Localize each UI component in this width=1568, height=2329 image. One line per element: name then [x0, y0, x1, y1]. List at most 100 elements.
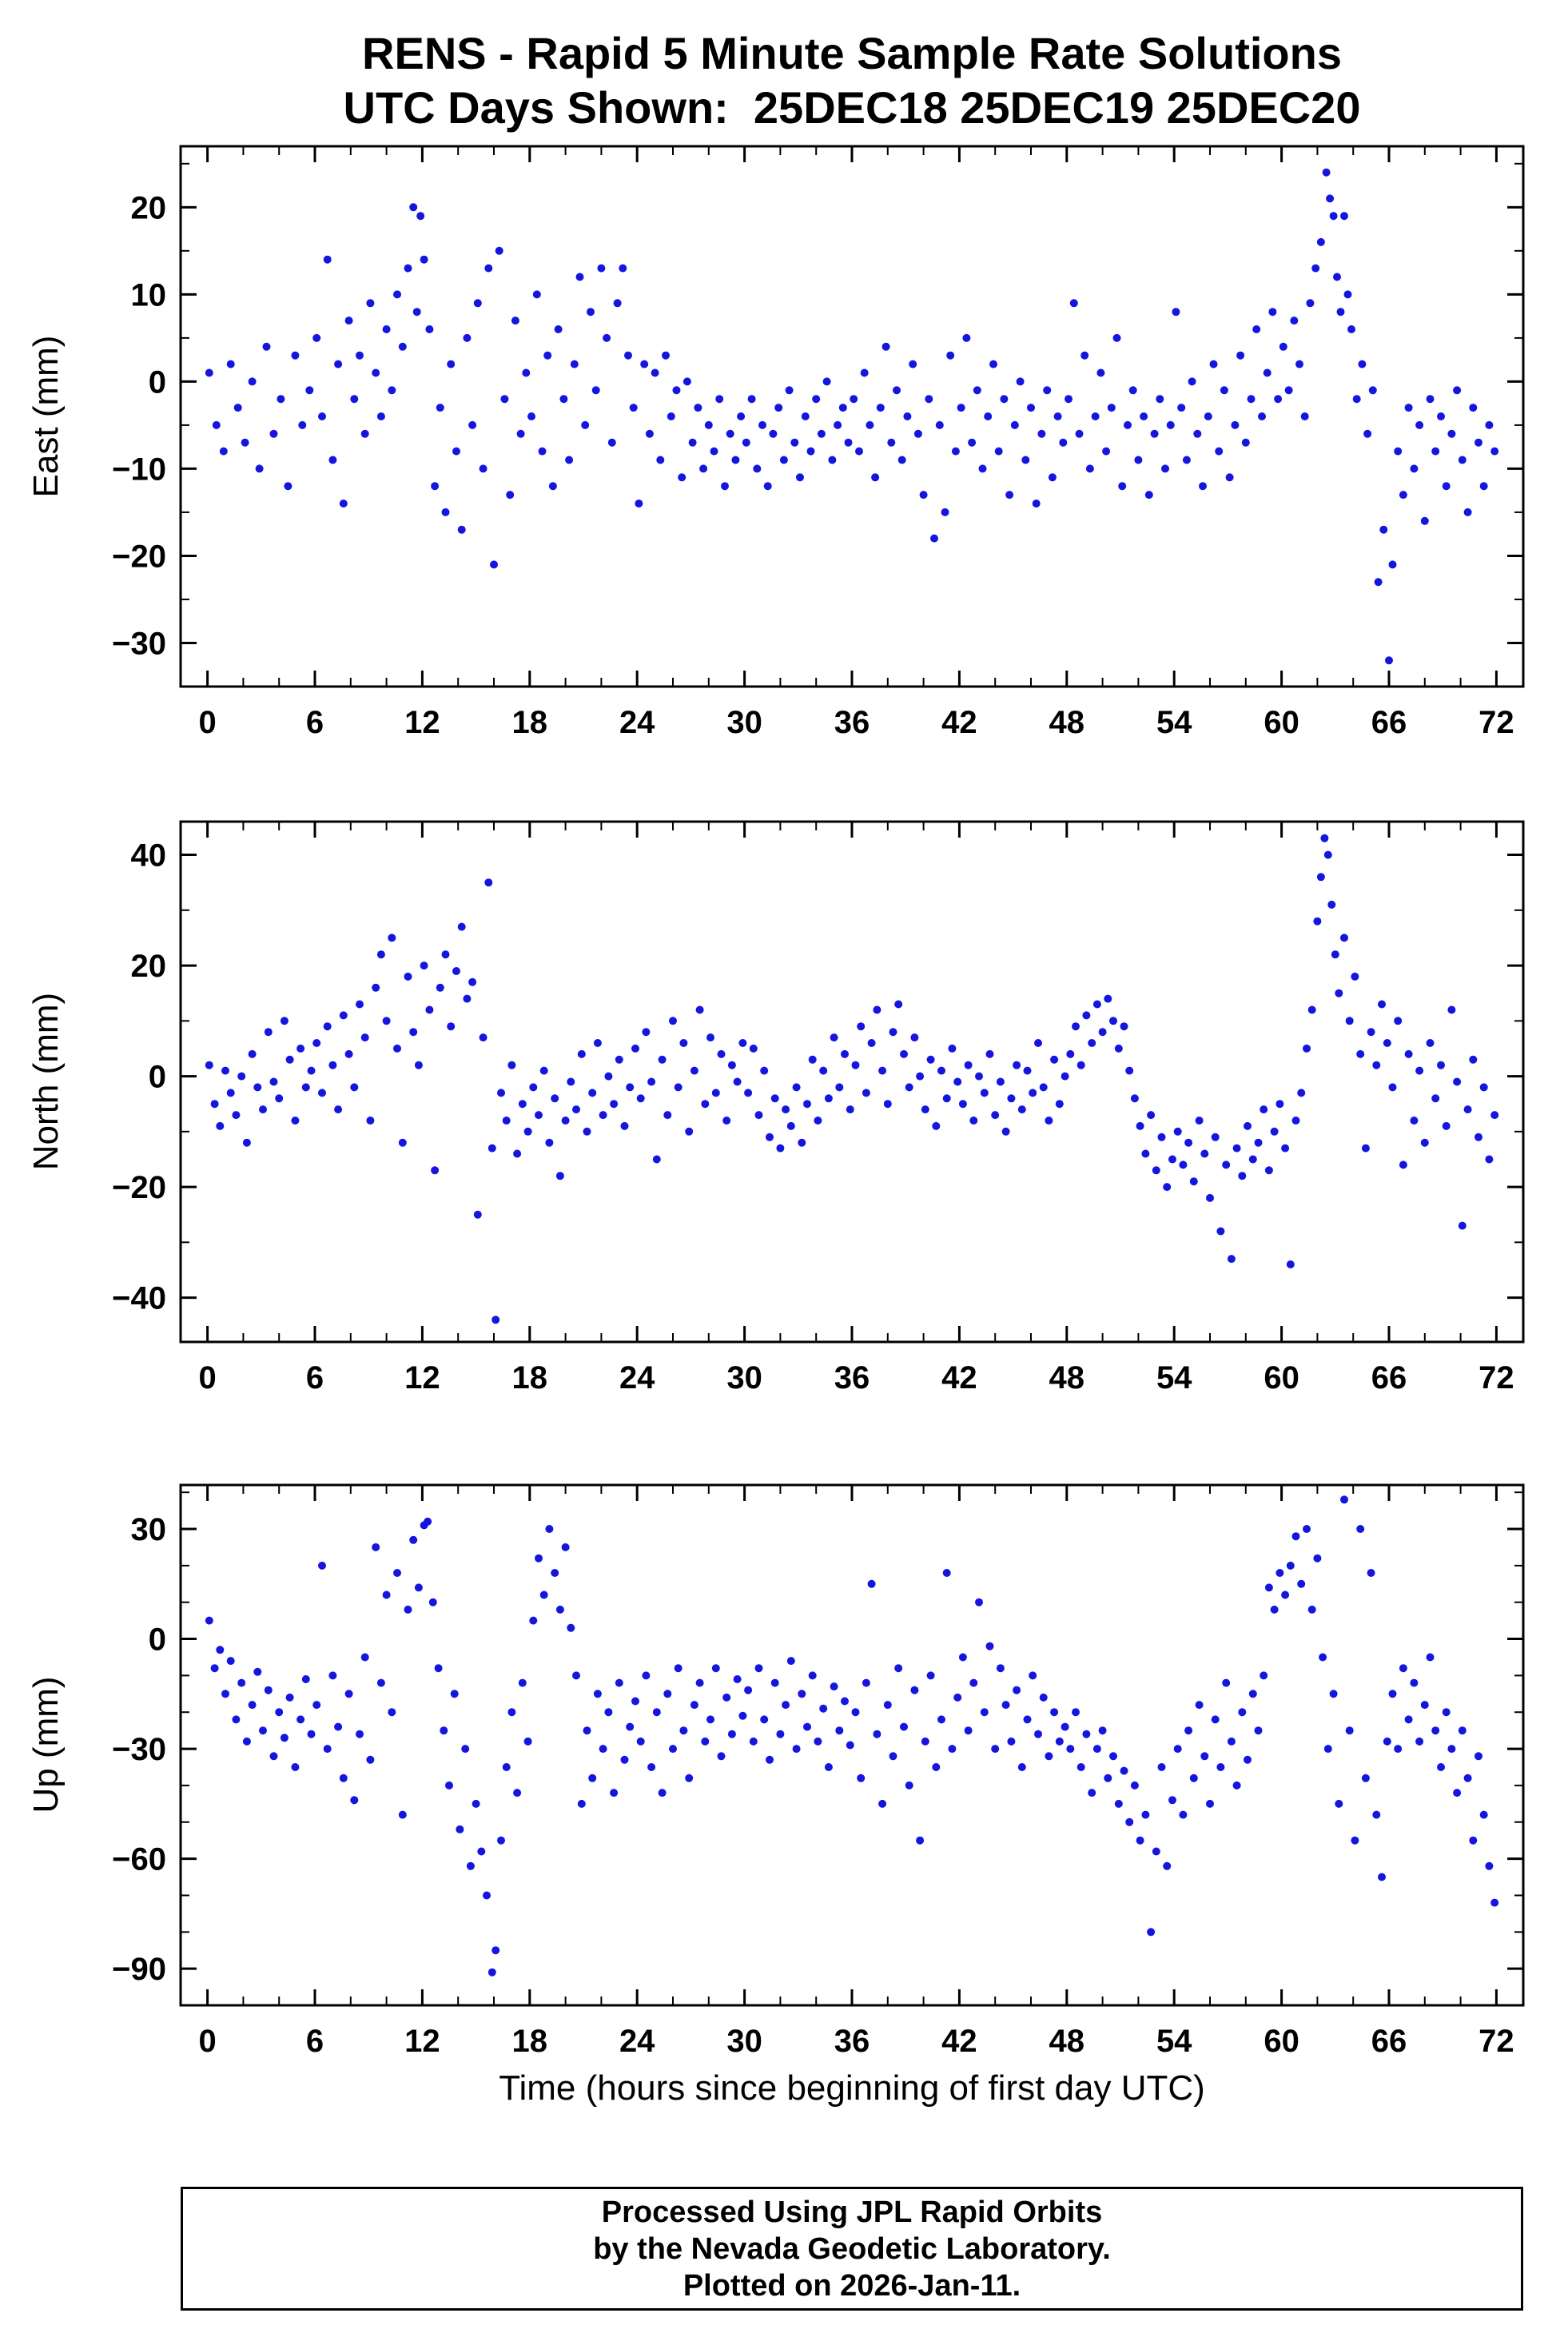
data-point [561, 1117, 570, 1125]
data-point [1016, 377, 1025, 386]
data-point [1225, 473, 1234, 482]
svg-text:20: 20 [131, 190, 167, 225]
data-point [507, 1708, 516, 1717]
svg-text:60: 60 [1264, 1360, 1299, 1395]
data-point [1061, 1722, 1069, 1731]
data-point [882, 342, 890, 351]
data-point [529, 1616, 538, 1625]
data-point [1479, 1810, 1488, 1819]
data-point [814, 1737, 822, 1746]
data-point [1029, 1089, 1037, 1097]
data-point [472, 1799, 480, 1808]
data-point [951, 447, 960, 456]
svg-text:72: 72 [1478, 705, 1514, 740]
data-point [1216, 1763, 1225, 1771]
data-point [328, 1671, 337, 1680]
data-point [883, 1701, 892, 1710]
data-point [1200, 1752, 1209, 1761]
data-point [511, 317, 519, 325]
data-point [490, 560, 498, 569]
data-point [350, 1796, 359, 1805]
data-point [477, 1847, 486, 1856]
data-point [404, 1605, 412, 1614]
svg-text:−90: −90 [112, 1952, 166, 1987]
data-point [339, 500, 348, 508]
data-point [1021, 456, 1030, 464]
data-point [779, 456, 788, 464]
data-point [722, 1117, 731, 1125]
data-point [1394, 1017, 1403, 1025]
data-point [926, 1671, 935, 1680]
data-point [307, 1066, 316, 1075]
data-point [1313, 917, 1322, 926]
data-point [1372, 1810, 1381, 1819]
svg-text:48: 48 [1049, 705, 1085, 740]
data-point [1098, 1028, 1107, 1037]
data-point [1125, 1066, 1134, 1075]
data-point [1351, 972, 1359, 981]
data-point [985, 1642, 994, 1650]
svg-text:30: 30 [726, 705, 762, 740]
data-point [1177, 404, 1186, 412]
data-point [219, 447, 228, 456]
data-point [1092, 1745, 1101, 1754]
data-point [636, 1737, 645, 1746]
data-point [1150, 429, 1159, 438]
data-point [591, 386, 600, 395]
data-point [1469, 1055, 1478, 1064]
data-point [1490, 1898, 1499, 1907]
data-point [1199, 482, 1207, 491]
data-point [749, 1044, 758, 1053]
data-point [1268, 308, 1277, 317]
data-point [900, 1049, 908, 1058]
data-point [1215, 447, 1224, 456]
data-point [232, 1715, 241, 1724]
data-point [1120, 1022, 1128, 1031]
data-point [770, 1094, 779, 1103]
data-point [916, 1836, 925, 1845]
data-point [620, 1755, 629, 1764]
data-point [483, 1891, 491, 1900]
data-point [527, 412, 535, 420]
data-point [610, 1789, 619, 1798]
data-point [710, 447, 718, 456]
data-point [253, 1083, 262, 1092]
data-point [1368, 386, 1377, 395]
data-point [291, 1763, 300, 1771]
data-point [447, 1022, 456, 1031]
data-point [1053, 412, 1062, 420]
data-point [1442, 1121, 1451, 1130]
data-point [334, 1105, 343, 1114]
data-point [479, 1033, 488, 1042]
data-point [819, 1704, 828, 1713]
data-point [701, 1737, 710, 1746]
data-point [506, 491, 515, 500]
data-point [1141, 1149, 1150, 1158]
data-point [658, 1789, 667, 1798]
data-point [312, 1039, 321, 1047]
svg-text:60: 60 [1264, 705, 1299, 740]
data-point [1447, 1005, 1456, 1014]
data-point [1378, 1000, 1386, 1009]
data-point [356, 1000, 364, 1009]
data-point [1437, 1061, 1445, 1069]
data-point [226, 1657, 235, 1666]
data-point [1082, 1011, 1091, 1020]
data-point [1247, 395, 1256, 404]
data-point [1379, 525, 1388, 534]
data-point [1463, 1105, 1472, 1114]
data-point [441, 950, 450, 959]
data-point [844, 438, 853, 447]
data-point [420, 255, 428, 264]
data-point [555, 1605, 564, 1614]
data-point [980, 1089, 989, 1097]
data-point [393, 1044, 401, 1053]
data-point [688, 438, 697, 447]
data-point [420, 961, 428, 970]
data-point [1463, 1774, 1472, 1782]
data-point [570, 360, 579, 368]
data-point [1114, 1799, 1123, 1808]
data-point [715, 395, 724, 404]
svg-text:66: 66 [1371, 1360, 1407, 1395]
data-point [248, 1049, 257, 1058]
